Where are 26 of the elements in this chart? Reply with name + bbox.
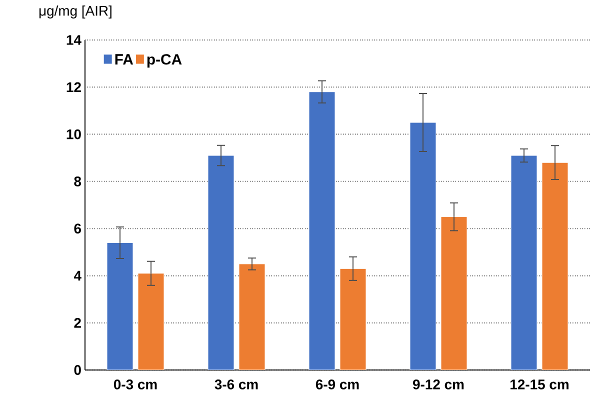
bar <box>138 273 164 370</box>
bar <box>106 242 134 370</box>
x-tick-label: 9-12 cm <box>413 380 464 390</box>
legend-label: FA <box>115 54 134 64</box>
bar <box>238 264 266 370</box>
y-tick-label: 2 <box>74 318 81 328</box>
x-tick-label: 0-3 cm <box>114 380 157 390</box>
x-tick-label: 6-9 cm <box>316 380 359 390</box>
y-tick-label: 12 <box>66 82 81 92</box>
x-tick-label: 12-15 cm <box>510 380 568 390</box>
y-axis-title: μg/mg [AIR] <box>39 6 112 19</box>
x-tick-label: 3-6 cm <box>214 380 258 390</box>
bar <box>542 162 568 370</box>
bar <box>410 122 436 370</box>
bar <box>308 92 336 370</box>
bar <box>340 268 366 370</box>
bar <box>440 216 468 370</box>
y-tick-label: 14 <box>66 35 82 45</box>
y-tick-label: 6 <box>74 224 81 234</box>
bar <box>510 155 538 370</box>
y-tick-label: 0 <box>74 365 81 375</box>
y-tick-label: 4 <box>74 270 82 281</box>
y-tick-label: 8 <box>74 176 82 186</box>
bar <box>208 155 234 370</box>
legend-label: p-CA <box>147 54 182 68</box>
y-tick-label: 10 <box>66 129 81 140</box>
